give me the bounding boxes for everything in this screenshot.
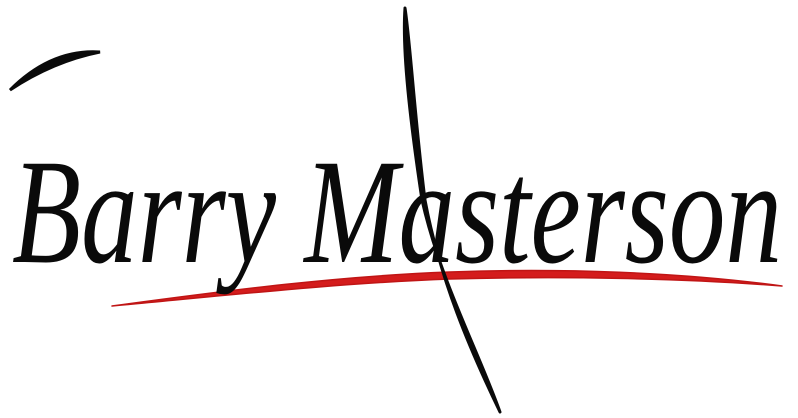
brush-stroke <box>402 6 502 414</box>
brush-stroke <box>8 50 101 92</box>
signature-text: Barry Masterson <box>12 129 782 295</box>
